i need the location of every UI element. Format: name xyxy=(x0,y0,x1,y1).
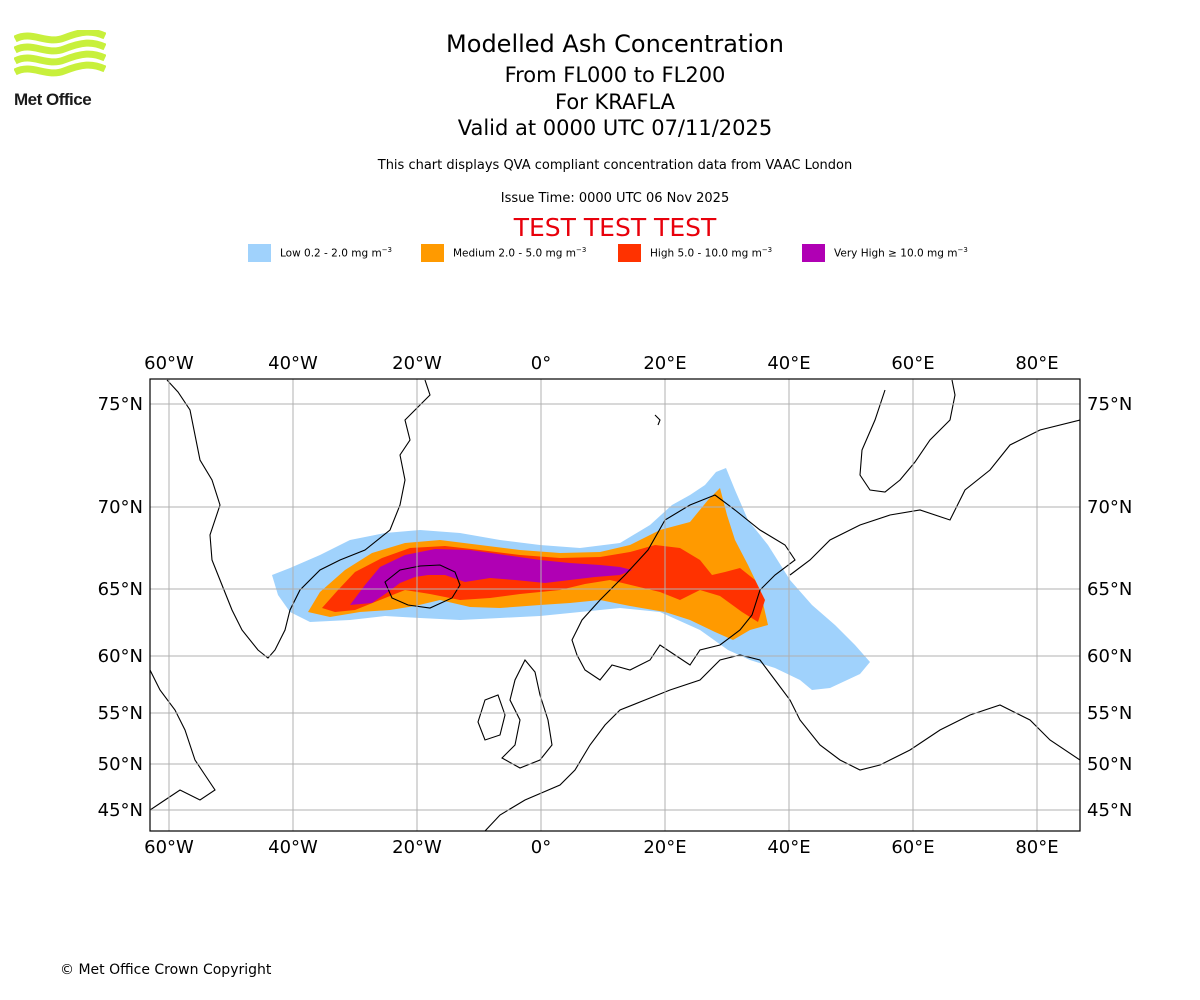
logo-wave xyxy=(14,61,106,77)
map-frame xyxy=(149,378,1081,832)
coastline-arctic-russia xyxy=(789,419,1080,576)
lat-label: 75°N xyxy=(1087,394,1132,415)
lat-label: 70°N xyxy=(98,497,143,518)
lat-label: 60°N xyxy=(1087,646,1132,667)
logo-wordmark: Met Office xyxy=(14,90,92,109)
legend-label-very-high: Very High ≥ 10.0 mg m xyxy=(834,247,958,260)
coastline-novaya-zemlya xyxy=(859,379,956,493)
unit-exponent: −3 xyxy=(957,246,968,254)
logo-wave xyxy=(14,30,106,44)
legend-swatch-very-high xyxy=(802,244,825,262)
lon-label: 40°E xyxy=(767,837,810,858)
lat-label: 55°N xyxy=(1087,703,1132,724)
lat-label: 75°N xyxy=(98,394,143,415)
legend-label-high: High 5.0 - 10.0 mg m xyxy=(650,247,762,260)
unit-exponent: −3 xyxy=(761,246,773,254)
lat-label: 45°N xyxy=(1087,800,1132,821)
lon-label: 0° xyxy=(531,353,551,374)
lon-label: 60°E xyxy=(891,353,934,374)
lat-label: 45°N xyxy=(98,800,143,821)
coastline-labrador xyxy=(150,669,216,811)
issue-time: Issue Time: 0000 UTC 06 Nov 2025 xyxy=(500,191,730,206)
lon-label: 20°W xyxy=(392,353,442,374)
lon-labels-top: 60°W 40°W 20°W 0° 20°E 40°E 60°E 80°E xyxy=(144,353,1058,374)
met-office-logo: Met Office xyxy=(14,30,110,112)
logo-wave xyxy=(14,39,106,55)
lon-label: 60°E xyxy=(891,837,934,858)
lon-labels-bottom: 60°W 40°W 20°W 0° 20°E 40°E 60°E 80°E xyxy=(144,837,1058,858)
coastline-europe xyxy=(484,654,1080,831)
lon-label: 40°E xyxy=(767,353,810,374)
graticule xyxy=(150,379,1080,831)
lon-label: 40°W xyxy=(268,353,318,374)
lat-labels-right: 75°N 70°N 65°N 60°N 55°N 50°N 45°N xyxy=(1087,394,1132,821)
legend-label-medium: Medium 2.0 - 5.0 mg m xyxy=(453,247,576,260)
chart-title: Modelled Ash Concentration xyxy=(446,30,784,58)
lat-label: 60°N xyxy=(98,646,143,667)
lon-label: 20°W xyxy=(392,837,442,858)
lat-label: 50°N xyxy=(98,754,143,775)
coastline-greenland xyxy=(166,379,431,659)
coastline-svalbard xyxy=(654,414,661,426)
volcano-name: For KRAFLA xyxy=(555,90,675,114)
coastline-scandinavia xyxy=(571,494,796,681)
coastlines xyxy=(150,379,1080,831)
met-office-waves-icon xyxy=(14,30,106,77)
lon-label: 40°W xyxy=(268,837,318,858)
lat-label: 65°N xyxy=(1087,579,1132,600)
ash-plume xyxy=(272,468,870,690)
lon-label: 60°W xyxy=(144,837,194,858)
legend-label-low: Low 0.2 - 2.0 mg m xyxy=(280,247,382,260)
qva-note: This chart displays QVA compliant concen… xyxy=(377,158,853,173)
lat-label: 50°N xyxy=(1087,754,1132,775)
legend-swatch-low xyxy=(248,244,271,262)
ash-area-very-high xyxy=(350,549,632,605)
logo-wave xyxy=(14,50,106,66)
lon-label: 60°W xyxy=(144,353,194,374)
lat-label: 55°N xyxy=(98,703,143,724)
lat-labels-left: 75°N 70°N 65°N 60°N 55°N 50°N 45°N xyxy=(98,394,143,821)
flight-level-range: From FL000 to FL200 xyxy=(504,63,726,87)
legend-swatch-medium xyxy=(421,244,444,262)
unit-exponent: −3 xyxy=(381,246,393,254)
lon-label: 20°E xyxy=(643,837,686,858)
coastline-iceland xyxy=(384,564,461,609)
coastline-british-isles xyxy=(477,659,553,769)
lon-label: 80°E xyxy=(1015,837,1058,858)
lon-label: 0° xyxy=(531,837,551,858)
lat-label: 65°N xyxy=(98,579,143,600)
valid-time: Valid at 0000 UTC 07/11/2025 xyxy=(457,116,773,140)
test-banner: TEST TEST TEST xyxy=(513,213,717,242)
lat-label: 70°N xyxy=(1087,497,1132,518)
lon-label: 80°E xyxy=(1015,353,1058,374)
legend-swatch-high xyxy=(618,244,641,262)
lon-label: 20°E xyxy=(643,353,686,374)
copyright-notice: © Met Office Crown Copyright xyxy=(60,962,272,978)
unit-exponent: −3 xyxy=(575,246,587,254)
